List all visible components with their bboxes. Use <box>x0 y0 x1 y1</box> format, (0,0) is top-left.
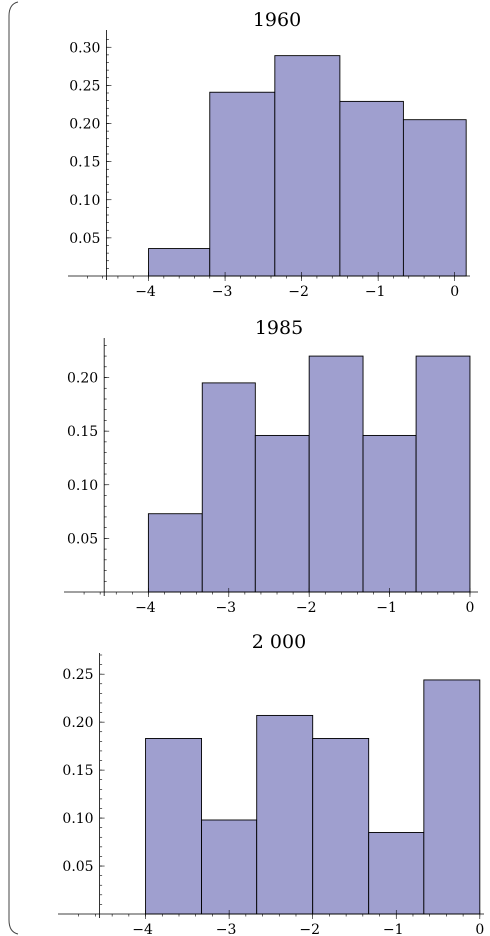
y-tick-label: 0.10 <box>62 811 93 827</box>
histogram-panel-1: 1960 −4 −3 −2 −1 0 0.05 0.10 0.15 0.20 0.25 0.30 <box>68 9 470 300</box>
y-tick-label: 0.05 <box>69 231 100 247</box>
y-tick-label: 0.15 <box>67 424 98 440</box>
panel-title: 1960 <box>253 9 301 31</box>
y-tick-label: 0.10 <box>69 193 100 209</box>
histogram-bar <box>201 819 258 915</box>
x-tick-label: −3 <box>215 600 236 616</box>
histogram-bar <box>147 513 203 593</box>
histogram-panel-2: 1985 −4 −3 −2 −1 0 0.05 0.10 0.15 0.20 <box>64 317 478 616</box>
panel-title: 1985 <box>255 317 303 339</box>
left-bracket <box>8 1 19 935</box>
x-tick-label: −2 <box>288 284 309 300</box>
x-tick-label: −2 <box>296 600 317 616</box>
y-tick-label: 0.05 <box>67 531 98 547</box>
x-tick-label: 0 <box>465 600 474 616</box>
x-tick-label: −1 <box>376 600 397 616</box>
x-tick-label: −4 <box>132 922 153 936</box>
y-tick-label: 0.30 <box>69 40 100 56</box>
histogram-bar <box>312 738 370 915</box>
histogram-bar <box>423 679 481 915</box>
y-tick-label: 0.10 <box>67 478 98 494</box>
y-tick-label: 0.20 <box>69 117 100 133</box>
x-tick-label: −3 <box>216 922 237 936</box>
histogram-bar <box>145 738 203 915</box>
x-tick-label: 0 <box>475 922 484 936</box>
histogram-bar <box>274 55 341 277</box>
x-tick-label: −3 <box>212 284 233 300</box>
y-tick-label: 0.25 <box>69 78 100 94</box>
histogram-bar <box>368 832 425 915</box>
y-tick-label: 0.15 <box>62 763 93 779</box>
x-tick-label: −1 <box>383 922 404 936</box>
x-tick-label: −1 <box>365 284 386 300</box>
x-tick-label: −2 <box>299 922 320 936</box>
y-tick-label: 0.25 <box>62 667 93 683</box>
histogram-panels: 1960 −4 −3 −2 −1 0 0.05 0.10 0.15 0.20 0.25 0.30 198… <box>58 9 484 936</box>
y-tick-label: 0.20 <box>62 715 93 731</box>
histogram-bar <box>256 714 314 915</box>
x-tick-label: −4 <box>135 600 156 616</box>
histogram-bar <box>148 248 211 277</box>
y-tick-label: 0.20 <box>67 371 98 387</box>
histogram-panel-3: 2 000 −4 −3 −2 −1 0 0.05 0.10 0.15 0.20 0.25 <box>58 631 484 936</box>
x-tick-label: −4 <box>135 284 156 300</box>
histogram-bar <box>339 100 404 277</box>
y-tick-label: 0.05 <box>62 859 93 875</box>
histogram-bar <box>201 382 256 593</box>
panel-title: 2 000 <box>252 631 306 653</box>
histogram-bar <box>402 119 467 277</box>
histogram-bar <box>362 434 417 593</box>
histogram-bar <box>308 355 364 593</box>
x-tick-label: 0 <box>450 284 459 300</box>
histogram-bar <box>209 91 276 277</box>
histogram-bar <box>254 434 310 593</box>
histogram-bar <box>415 355 471 593</box>
y-tick-label: 0.15 <box>69 155 100 171</box>
